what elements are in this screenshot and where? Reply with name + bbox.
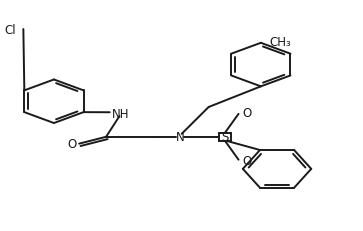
- Text: CH₃: CH₃: [270, 36, 291, 49]
- Text: NH: NH: [111, 108, 129, 121]
- Text: S: S: [221, 131, 229, 144]
- Text: Cl: Cl: [4, 23, 16, 36]
- Text: N: N: [176, 131, 184, 144]
- Bar: [219, 133, 231, 141]
- Text: O: O: [243, 107, 252, 120]
- Text: O: O: [243, 155, 252, 168]
- Text: O: O: [67, 137, 76, 151]
- Text: S: S: [221, 131, 229, 144]
